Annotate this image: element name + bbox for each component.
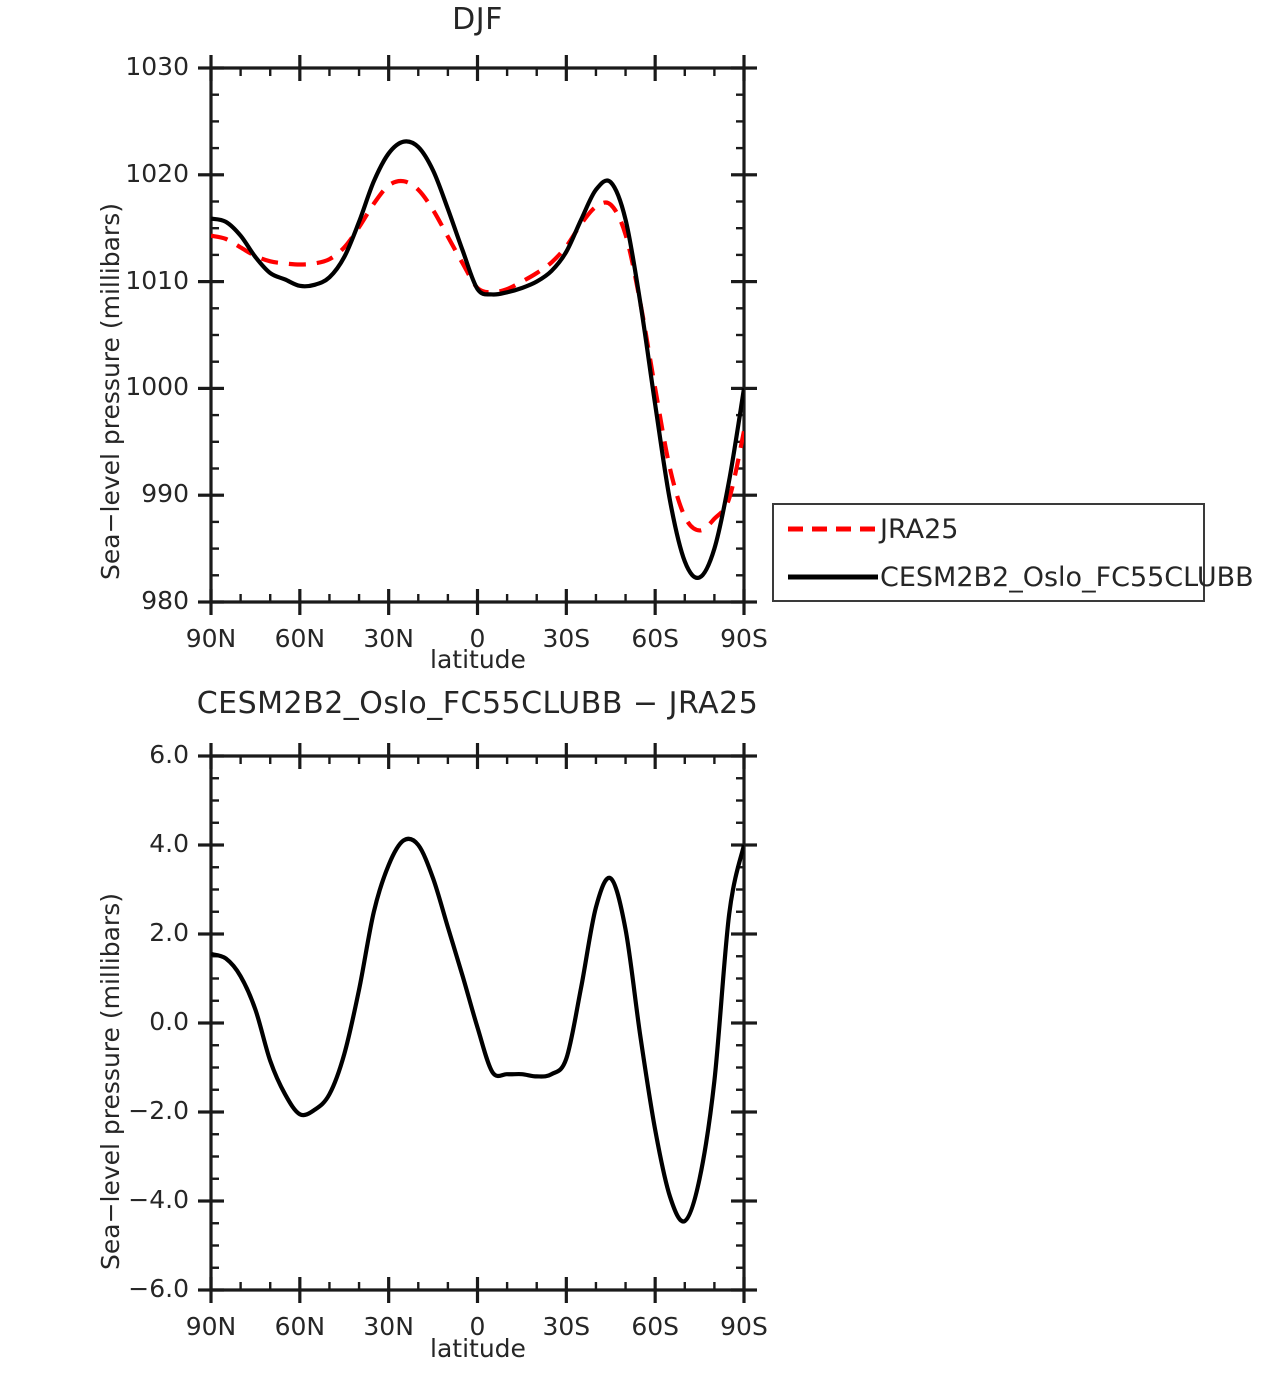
y-tick-label: −2.0 [128, 1096, 189, 1125]
x-tick-label: 30S [542, 624, 591, 653]
y-tick-label: 4.0 [149, 829, 189, 858]
x-tick-label: 90S [720, 624, 768, 653]
x-tick-label: 90N [185, 1312, 237, 1341]
legend-item-cesm[interactable]: CESM2B2_Oslo_FC55CLUBB [774, 553, 1254, 601]
x-tick-label: 60N [274, 624, 326, 653]
y-tick-label: 6.0 [149, 740, 189, 769]
x-tick-label: 60S [631, 624, 679, 653]
x-tick-label: 0 [469, 1312, 486, 1341]
x-tick-label: 60S [631, 1312, 679, 1341]
panel-djf: DJF Sea−level pressure (millibars) latit… [96, 2, 1254, 674]
y-tick-label: −6.0 [128, 1274, 189, 1303]
y-tick-label: 1010 [125, 265, 189, 295]
y-tick-label: 990 [141, 479, 189, 509]
y-tick-label: 2.0 [149, 918, 189, 947]
y-tick-label: −4.0 [128, 1185, 189, 1214]
x-tick-label: 0 [469, 624, 486, 653]
y-tick-label: 980 [141, 586, 189, 615]
y-tick-label: 1030 [125, 52, 189, 81]
x-tick-label: 60N [274, 1312, 326, 1341]
panel-djf-plot [198, 55, 757, 615]
x-tick-label: 30N [363, 624, 414, 653]
legend: JRA25 CESM2B2_Oslo_FC55CLUBB [772, 503, 1254, 602]
legend-swatch-solid-black [788, 574, 878, 580]
x-tick-label: 90N [185, 624, 237, 653]
y-tick-label: 1000 [125, 372, 189, 402]
panel-difference-x-axis-label: latitude [430, 1334, 526, 1363]
panel-difference: CESM2B2_Oslo_FC55CLUBB − JRA25 Sea−level… [0, 686, 1285, 1377]
legend-label-jra25: JRA25 [880, 513, 959, 545]
x-tick-label: 30N [363, 1312, 414, 1341]
panel-difference-plot [198, 743, 757, 1303]
panel-djf-title: DJF [452, 2, 503, 37]
y-tick-label: 1020 [125, 158, 189, 188]
x-tick-label: 30S [542, 1312, 591, 1341]
legend-label-cesm: CESM2B2_Oslo_FC55CLUBB [880, 561, 1254, 593]
legend-swatch-dashed-red [788, 526, 878, 532]
panel-djf-x-axis-label: latitude [430, 645, 526, 674]
panel-difference-title: CESM2B2_Oslo_FC55CLUBB − JRA25 [196, 686, 759, 721]
y-tick-label: 0.0 [149, 1007, 189, 1036]
x-tick-label: 90S [720, 1312, 768, 1341]
legend-item-jra25[interactable]: JRA25 [774, 505, 1203, 553]
